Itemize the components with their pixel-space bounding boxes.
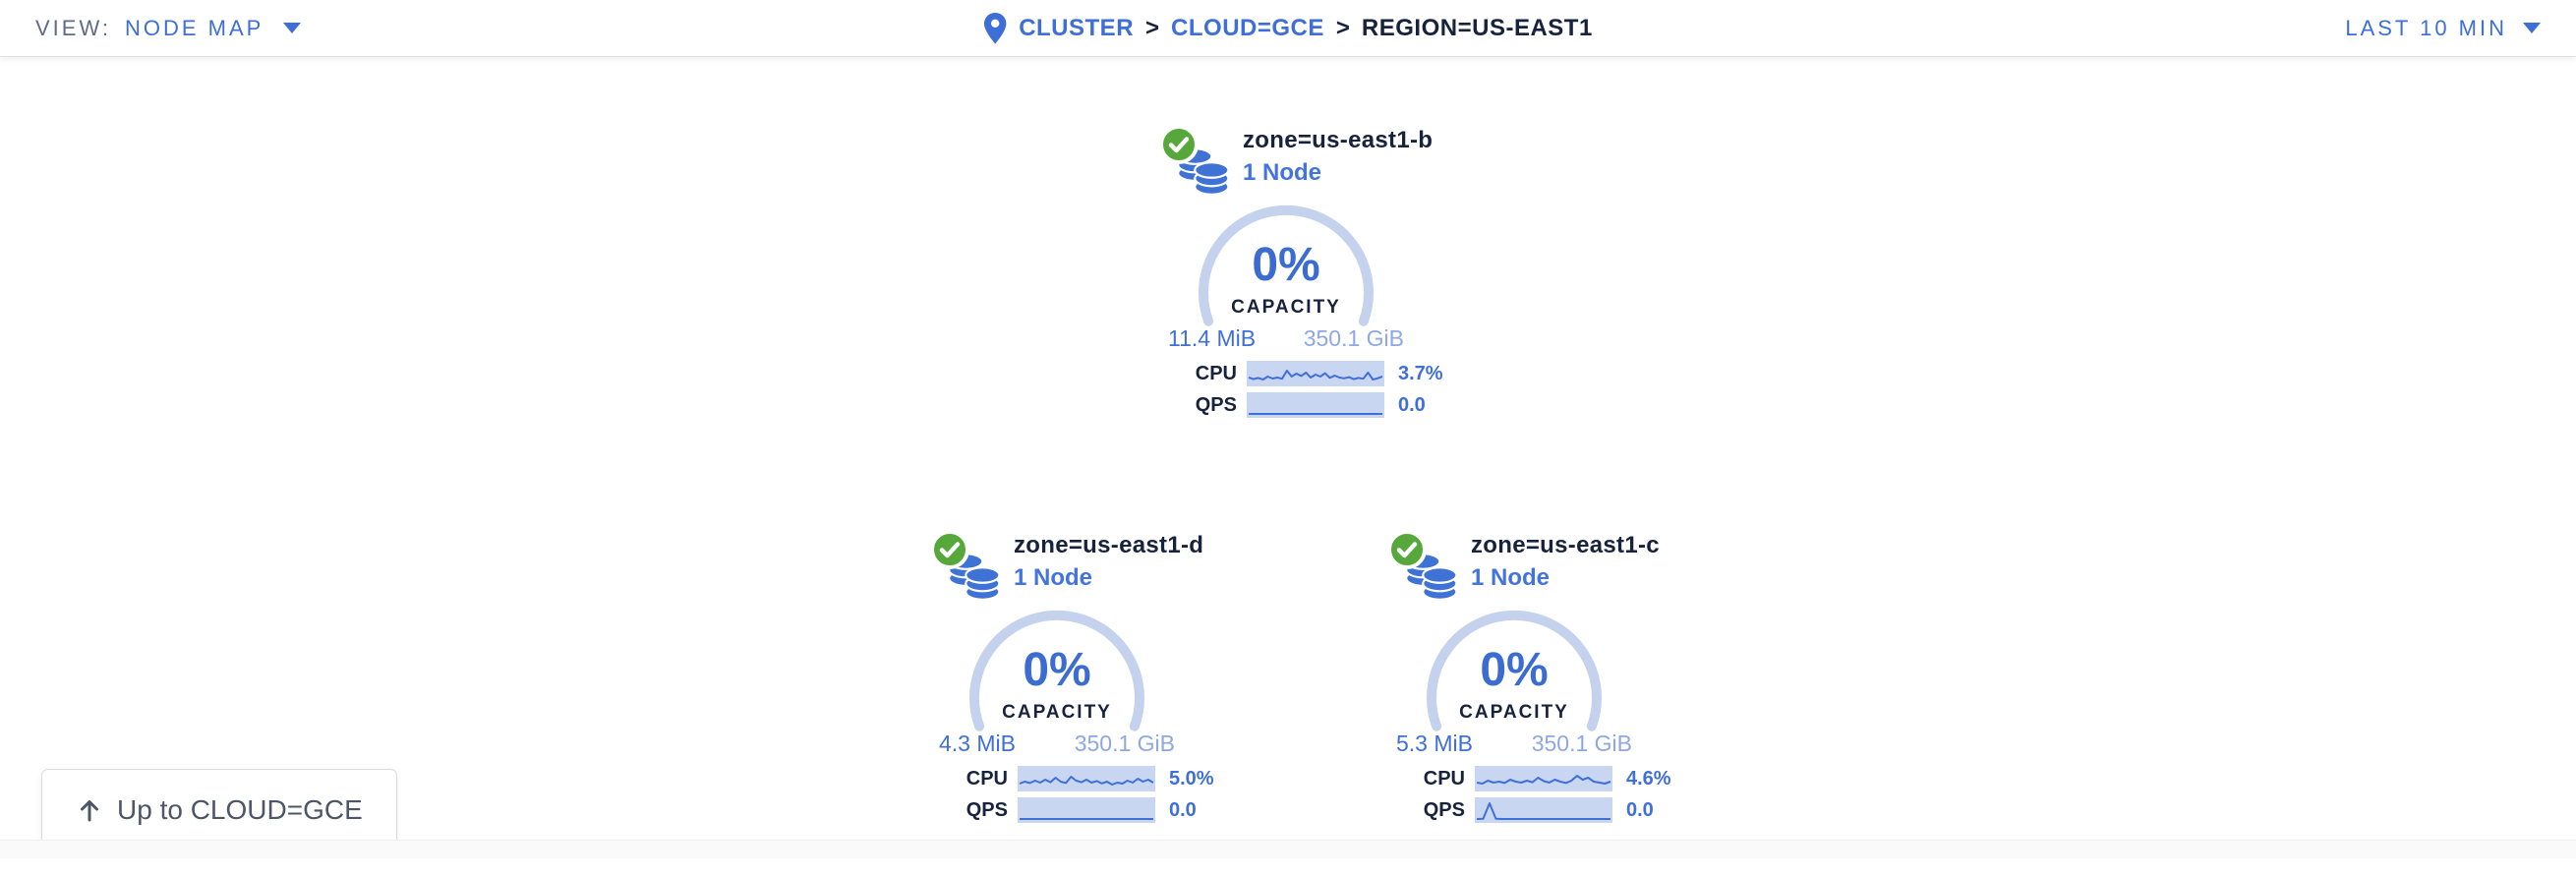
capacity-percent: 0%: [1252, 239, 1320, 291]
zone-name: zone=us-east1-c: [1471, 532, 1660, 558]
zone-header: zone=us-east1-d 1 Node: [892, 523, 1222, 606]
chevron-down-icon: [283, 23, 302, 33]
capacity-used: 11.4 MiB: [1168, 325, 1257, 351]
breadcrumb-link-cloud-gce[interactable]: CLOUD=GCE: [1171, 15, 1324, 41]
cpu-metric-row: CPU 4.6%: [1376, 766, 1679, 791]
node-count: 1 Node: [1014, 564, 1093, 591]
zone-card-us-east1-d[interactable]: zone=us-east1-d 1 Node 0% CAPACITY 4.3 M…: [892, 523, 1222, 823]
capacity-gauge: 0% CAPACITY: [1416, 606, 1612, 743]
capacity-gauge: 0% CAPACITY: [959, 606, 1155, 743]
zone-titles: zone=us-east1-c 1 Node: [1471, 531, 1660, 593]
node-count: 1 Node: [1243, 159, 1322, 186]
zone-header: zone=us-east1-c 1 Node: [1349, 523, 1679, 606]
qps-metric-row: QPS 0.0: [1148, 392, 1451, 418]
capacity-label: CAPACITY: [1459, 702, 1569, 723]
chevron-down-icon: [2523, 23, 2541, 33]
breadcrumb-separator: >: [1145, 15, 1160, 41]
capacity-values: 5.3 MiB 350.1 GiB: [1396, 730, 1632, 757]
up-button-label: Up to CLOUD=GCE: [117, 794, 363, 825]
cpu-label: CPU: [966, 767, 1008, 789]
qps-sparkline: [1475, 797, 1612, 823]
zone-icon-wrap: [1159, 124, 1233, 201]
cpu-label: CPU: [1423, 767, 1465, 789]
zone-header: zone=us-east1-b 1 Node: [1121, 118, 1451, 201]
capacity-used: 5.3 MiB: [1396, 731, 1473, 756]
cpu-metric-row: CPU 5.0%: [919, 766, 1222, 791]
status-check-icon: [1387, 530, 1427, 569]
breadcrumb-separator: >: [1335, 15, 1350, 41]
zone-name: zone=us-east1-d: [1014, 532, 1204, 558]
qps-label: QPS: [966, 798, 1008, 821]
cpu-sparkline: [1475, 766, 1612, 791]
cpu-value: 5.0%: [1169, 767, 1214, 789]
qps-metric-row: QPS 0.0: [919, 797, 1222, 823]
time-range-selector[interactable]: LAST 10 MIN: [2345, 16, 2541, 41]
qps-value: 0.0: [1169, 798, 1197, 821]
capacity-percent: 0%: [1023, 644, 1091, 696]
qps-metric-row: QPS 0.0: [1376, 797, 1679, 823]
zone-name: zone=us-east1-b: [1243, 127, 1434, 153]
view-selector-dropdown[interactable]: VIEW: NODE MAP: [35, 15, 302, 41]
cpu-metric-row: CPU 3.7%: [1148, 361, 1451, 386]
qps-label: QPS: [1195, 393, 1237, 416]
arrow-up-icon: [81, 800, 98, 822]
qps-value: 0.0: [1398, 393, 1426, 416]
qps-sparkline: [1018, 797, 1155, 823]
toolbar: VIEW: NODE MAP CLUSTER > CLOUD=GCE > REG…: [0, 0, 2576, 57]
breadcrumb-current-region: REGION=US-EAST1: [1361, 15, 1593, 41]
breadcrumb: CLUSTER > CLOUD=GCE > REGION=US-EAST1: [983, 0, 1593, 57]
capacity-label: CAPACITY: [1002, 702, 1112, 723]
capacity-percent: 0%: [1480, 644, 1549, 696]
capacity-total: 350.1 GiB: [1303, 325, 1404, 351]
gauge-arc: [969, 610, 1144, 731]
zone-icon-wrap: [930, 529, 1004, 606]
footer-strip: [0, 840, 2576, 858]
zone-titles: zone=us-east1-b 1 Node: [1243, 126, 1433, 188]
node-map-canvas: zone=us-east1-b 1 Node 0% CAPACITY 11.4 …: [0, 57, 2576, 858]
gauge-arc: [1199, 205, 1374, 326]
cpu-sparkline: [1018, 766, 1155, 791]
qps-value: 0.0: [1626, 798, 1654, 821]
view-label: VIEW:: [35, 15, 111, 40]
zone-card-us-east1-b[interactable]: zone=us-east1-b 1 Node 0% CAPACITY 11.4 …: [1121, 118, 1451, 418]
gauge-arc: [1427, 610, 1602, 731]
breadcrumb-link-cluster[interactable]: CLUSTER: [1019, 15, 1135, 41]
zone-card-us-east1-c[interactable]: zone=us-east1-c 1 Node 0% CAPACITY 5.3 M…: [1349, 523, 1679, 823]
time-range-value: LAST 10 MIN: [2345, 15, 2507, 40]
cpu-label: CPU: [1195, 362, 1237, 384]
zone-icon-wrap: [1387, 529, 1461, 606]
capacity-label: CAPACITY: [1231, 297, 1341, 318]
location-pin-icon: [983, 13, 1007, 44]
up-to-parent-button[interactable]: Up to CLOUD=GCE: [41, 769, 397, 851]
status-check-icon: [1159, 125, 1199, 164]
capacity-used: 4.3 MiB: [939, 731, 1016, 756]
capacity-values: 4.3 MiB 350.1 GiB: [939, 730, 1175, 757]
status-check-icon: [930, 530, 969, 569]
qps-sparkline: [1247, 392, 1384, 418]
qps-label: QPS: [1423, 798, 1465, 821]
cpu-sparkline: [1247, 361, 1384, 386]
cpu-value: 3.7%: [1398, 362, 1443, 384]
view-value: NODE MAP: [124, 15, 264, 40]
capacity-total: 350.1 GiB: [1074, 731, 1175, 756]
cpu-value: 4.6%: [1626, 767, 1671, 789]
zone-titles: zone=us-east1-d 1 Node: [1014, 531, 1203, 593]
node-count: 1 Node: [1471, 564, 1551, 591]
capacity-total: 350.1 GiB: [1531, 731, 1632, 756]
capacity-gauge: 0% CAPACITY: [1188, 201, 1384, 338]
capacity-values: 11.4 MiB 350.1 GiB: [1168, 324, 1404, 352]
